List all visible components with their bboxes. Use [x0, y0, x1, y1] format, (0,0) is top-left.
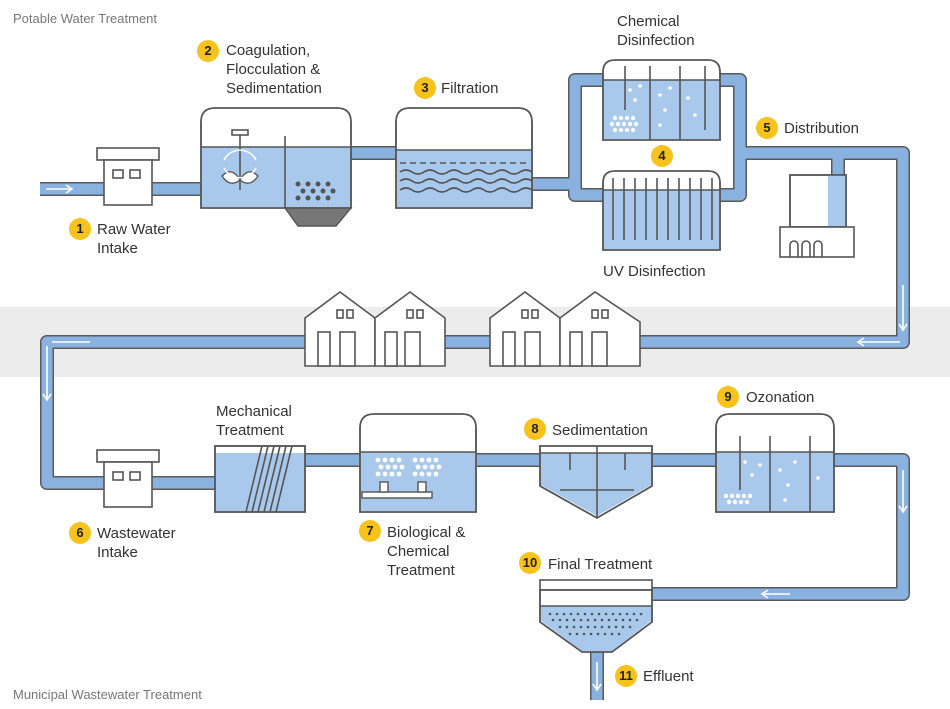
houses-right [489, 291, 641, 367]
wastewater-intake-building [96, 449, 160, 508]
step-badge-4: 4 [651, 145, 673, 167]
step-badge-10: 10 [519, 552, 541, 574]
uv-disinfection-label: UV Disinfection [603, 263, 706, 280]
flow-arrows [42, 184, 908, 692]
final-treatment-label: Final Treatment [548, 556, 653, 573]
step-badge-11: 11 [615, 665, 637, 687]
coagulation-tank [200, 107, 353, 227]
step-badge-5: 5 [756, 117, 778, 139]
distribution-label: Distribution [784, 120, 860, 137]
sedimentation-tank [539, 445, 653, 519]
wastewater-intake-label: Wastewater Intake [97, 525, 176, 561]
chemical-disinfection-tank [602, 59, 721, 141]
step-badge-1: 1 [69, 218, 91, 240]
chemical-disinfection-label: Chemical Disinfection [617, 13, 695, 49]
step-badge-8: 8 [524, 418, 546, 440]
biological-chemical-tank [359, 413, 477, 513]
mechanical-treatment-label: Mechanical Treatment [216, 403, 292, 439]
wastewater-section-title: Municipal Wastewater Treatment [13, 687, 202, 702]
effluent-label: Effluent [643, 668, 694, 685]
biological-chemical-label: Biological & Chemical Treatment [387, 524, 466, 579]
mechanical-treatment-tank [214, 445, 306, 513]
sedimentation-label: Sedimentation [552, 422, 648, 439]
ozonation-tank [715, 413, 835, 513]
step-badge-3: 3 [414, 77, 436, 99]
raw-water-intake-label: Raw Water Intake [97, 221, 171, 257]
final-treatment-tank [539, 579, 653, 653]
filtration-label: Filtration [441, 80, 499, 97]
filtration-tank [395, 107, 533, 209]
uv-disinfection-tank [602, 170, 721, 251]
step-badge-7: 7 [359, 520, 381, 542]
raw-water-intake-building [96, 147, 160, 206]
step-badge-6: 6 [69, 522, 91, 544]
step-badge-9: 9 [717, 386, 739, 408]
houses-left [304, 291, 446, 367]
potable-section-title: Potable Water Treatment [13, 11, 158, 26]
distribution-tower [779, 174, 855, 258]
ozonation-label: Ozonation [746, 389, 815, 406]
coagulation-label: Coagulation, Flocculation & Sedimentation [226, 42, 322, 97]
step-badge-2: 2 [197, 40, 219, 62]
